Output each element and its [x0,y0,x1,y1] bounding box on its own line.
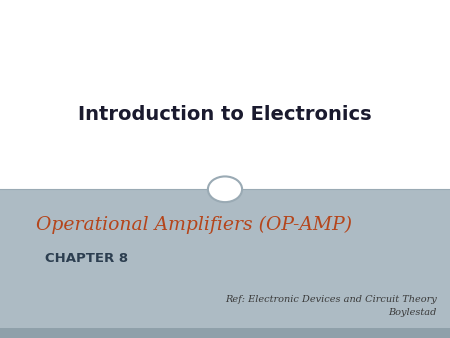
Circle shape [208,176,242,202]
Text: Introduction to Electronics: Introduction to Electronics [78,105,372,124]
Bar [0,328,450,338]
Text: CHAPTER 8: CHAPTER 8 [45,252,128,265]
Bar [0,0,450,189]
Text: Ref: Electronic Devices and Circuit Theory: Ref: Electronic Devices and Circuit Theo… [225,295,436,304]
Bar [0,189,450,328]
Text: Operational Amplifiers (OP-AMP): Operational Amplifiers (OP-AMP) [36,216,352,234]
Text: Boylestad: Boylestad [388,308,436,317]
